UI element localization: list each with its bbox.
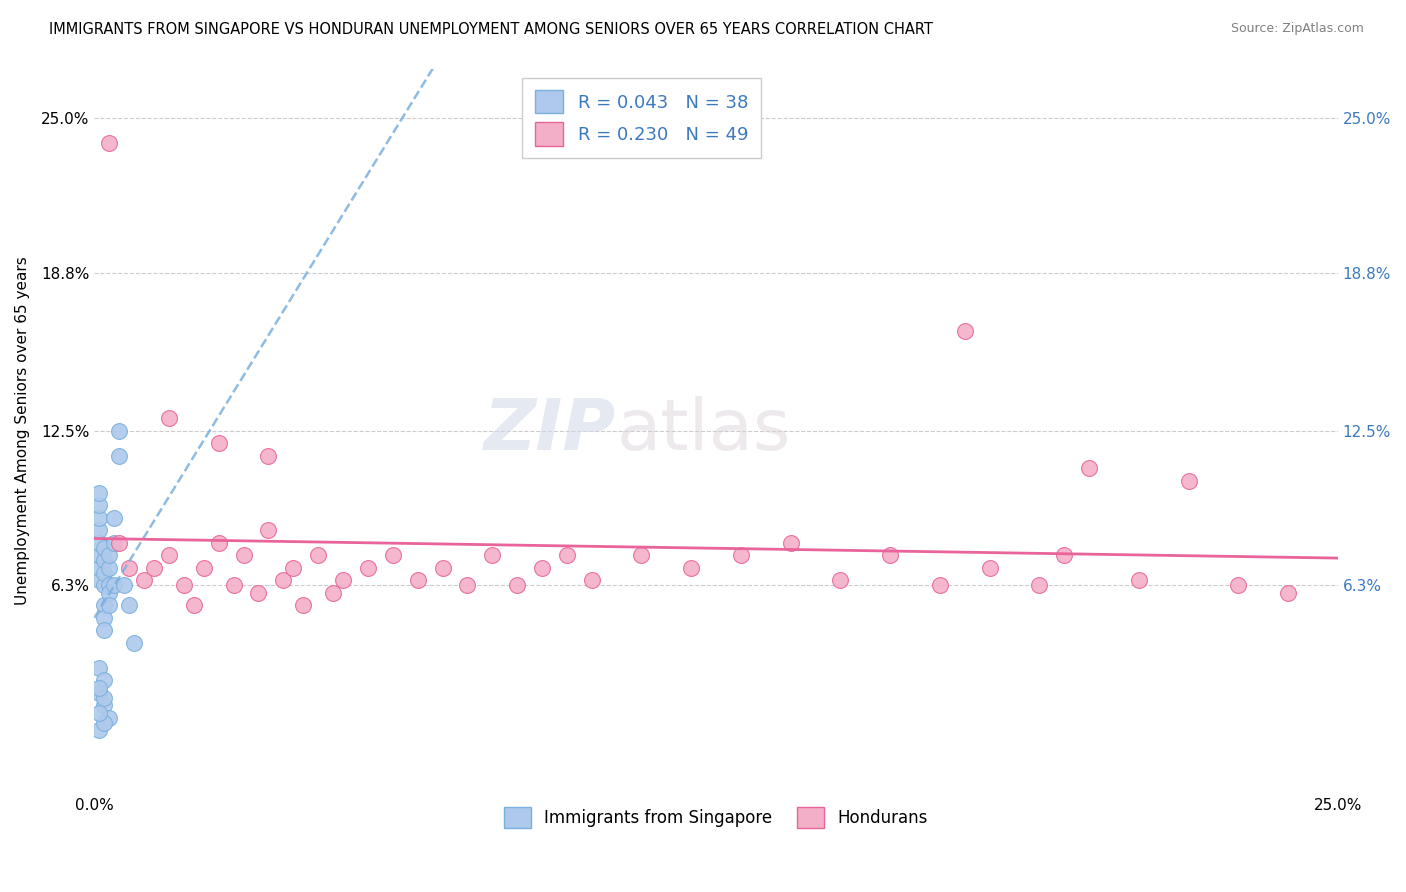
Point <box>98 549 121 563</box>
Point <box>928 578 950 592</box>
Point <box>118 599 141 613</box>
Point <box>89 723 111 738</box>
Point <box>208 536 231 550</box>
Point <box>122 636 145 650</box>
Point <box>830 574 852 588</box>
Point <box>257 449 280 463</box>
Point <box>1128 574 1150 588</box>
Point <box>103 578 125 592</box>
Point <box>93 599 115 613</box>
Point <box>1028 578 1050 592</box>
Point <box>89 536 111 550</box>
Point <box>89 511 111 525</box>
Point <box>232 549 254 563</box>
Point <box>1227 578 1250 592</box>
Point <box>432 561 454 575</box>
Point <box>953 324 976 338</box>
Point <box>879 549 901 563</box>
Point <box>112 578 135 592</box>
Point <box>103 536 125 550</box>
Point <box>93 715 115 730</box>
Point <box>173 578 195 592</box>
Point <box>89 499 111 513</box>
Point <box>332 574 354 588</box>
Point <box>257 524 280 538</box>
Point <box>93 541 115 555</box>
Point <box>89 574 111 588</box>
Point <box>93 611 115 625</box>
Point <box>193 561 215 575</box>
Point <box>381 549 404 563</box>
Point <box>108 449 131 463</box>
Point <box>89 681 111 695</box>
Point <box>208 436 231 450</box>
Point <box>98 711 121 725</box>
Point <box>730 549 752 563</box>
Point <box>98 561 121 575</box>
Text: IMMIGRANTS FROM SINGAPORE VS HONDURAN UNEMPLOYMENT AMONG SENIORS OVER 65 YEARS C: IMMIGRANTS FROM SINGAPORE VS HONDURAN UN… <box>49 22 934 37</box>
Point <box>93 566 115 580</box>
Point <box>93 698 115 713</box>
Point <box>143 561 166 575</box>
Point <box>1053 549 1076 563</box>
Text: atlas: atlas <box>617 396 792 465</box>
Point <box>89 706 111 720</box>
Point <box>530 561 553 575</box>
Point <box>681 561 703 575</box>
Point <box>292 599 315 613</box>
Legend: Immigrants from Singapore, Hondurans: Immigrants from Singapore, Hondurans <box>498 800 935 835</box>
Point <box>581 574 603 588</box>
Point <box>273 574 295 588</box>
Point <box>98 578 121 592</box>
Point <box>979 561 1001 575</box>
Point <box>89 661 111 675</box>
Point <box>108 536 131 550</box>
Point <box>93 578 115 592</box>
Point <box>98 599 121 613</box>
Point <box>555 549 578 563</box>
Y-axis label: Unemployment Among Seniors over 65 years: Unemployment Among Seniors over 65 years <box>15 256 30 605</box>
Point <box>1277 586 1299 600</box>
Point <box>456 578 478 592</box>
Text: ZIP: ZIP <box>484 396 617 465</box>
Point <box>322 586 344 600</box>
Point <box>93 673 115 688</box>
Point <box>307 549 329 563</box>
Point <box>98 136 121 151</box>
Point <box>89 686 111 700</box>
Point <box>247 586 270 600</box>
Point <box>93 690 115 705</box>
Point <box>506 578 529 592</box>
Point <box>222 578 245 592</box>
Point <box>157 549 180 563</box>
Point <box>93 624 115 638</box>
Point <box>89 549 111 563</box>
Point <box>132 574 155 588</box>
Point <box>406 574 429 588</box>
Point <box>183 599 205 613</box>
Point <box>630 549 652 563</box>
Point <box>283 561 305 575</box>
Point <box>1177 474 1199 488</box>
Point <box>481 549 503 563</box>
Text: Source: ZipAtlas.com: Source: ZipAtlas.com <box>1230 22 1364 36</box>
Point <box>157 411 180 425</box>
Point <box>98 586 121 600</box>
Point <box>108 424 131 438</box>
Point <box>357 561 380 575</box>
Point <box>89 486 111 500</box>
Point <box>779 536 801 550</box>
Point <box>103 511 125 525</box>
Point <box>89 524 111 538</box>
Point <box>89 561 111 575</box>
Point <box>1078 461 1101 475</box>
Point <box>118 561 141 575</box>
Point <box>93 553 115 567</box>
